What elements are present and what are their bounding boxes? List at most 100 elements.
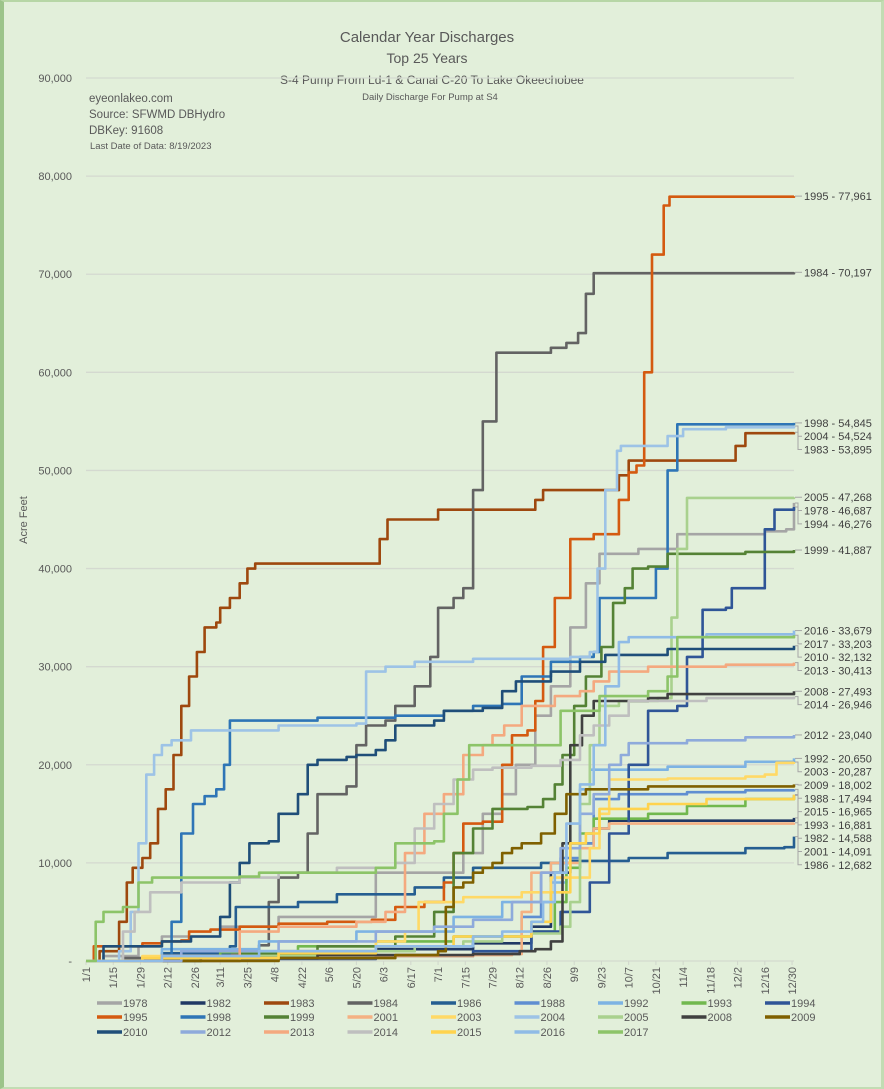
end-label-2013: 2013 - 30,413 <box>804 665 872 677</box>
legend-label-2005: 2005 <box>624 1012 648 1024</box>
legend-label-2014: 2014 <box>374 1027 398 1039</box>
x-tick-label: 12/2 <box>733 967 745 988</box>
legend-label-2016: 2016 <box>541 1027 565 1039</box>
series-line-2015 <box>86 794 796 963</box>
legend-label-2015: 2015 <box>457 1027 481 1039</box>
x-tick-label: 6/17 <box>406 967 418 988</box>
end-label-leader <box>795 425 802 437</box>
legend-label-2013: 2013 <box>290 1027 314 1039</box>
series-line-1994 <box>86 507 796 963</box>
end-label-2003: 2003 - 20,287 <box>804 767 872 779</box>
series-line-1995 <box>86 195 796 963</box>
x-tick-label: 9/9 <box>569 967 581 982</box>
x-tick-label: 12/30 <box>787 967 799 995</box>
x-axis-ticks: 1/1 1/15 1/29 2/12 2/26 3/11 3/25 4/8 4/22 5/6 5/2… <box>81 961 799 995</box>
end-label-leader <box>795 645 802 658</box>
series-line-2008 <box>86 691 796 963</box>
legend-label-1983: 1983 <box>290 998 314 1010</box>
note-dbkey: DBKey: 91608 <box>89 125 163 137</box>
y-tick-label: 90,000 <box>38 73 72 85</box>
end-label-leader <box>795 788 802 799</box>
end-label-2004: 2004 - 54,524 <box>804 431 872 443</box>
end-label-2015: 2015 - 16,965 <box>804 807 872 819</box>
series-line-2012 <box>86 735 796 963</box>
end-label-2016: 2016 - 33,679 <box>804 626 872 638</box>
x-tick-label: 7/29 <box>488 967 500 988</box>
legend-label-1994: 1994 <box>791 998 815 1010</box>
end-label-1983: 1983 - 53,895 <box>804 445 872 457</box>
end-label-leader <box>795 431 802 451</box>
end-label-1978: 1978 - 46,687 <box>804 506 872 518</box>
end-label-1993: 1993 - 16,881 <box>804 820 872 832</box>
series-line-1984 <box>86 271 796 963</box>
legend-label-1999: 1999 <box>290 1012 314 1024</box>
y-tick-label: - <box>68 956 72 968</box>
x-tick-label: 4/22 <box>297 967 309 988</box>
legend-label-1998: 1998 <box>207 1012 231 1024</box>
end-label-1992: 1992 - 20,650 <box>804 753 872 765</box>
x-tick-label: 2/26 <box>190 967 202 988</box>
legend-label-2017: 2017 <box>624 1027 648 1039</box>
x-tick-label: 11/18 <box>705 967 717 994</box>
x-tick-label: 4/8 <box>270 967 282 982</box>
y-tick-label: 50,000 <box>38 465 72 477</box>
x-tick-label: 10/21 <box>651 967 663 995</box>
end-label-2014: 2014 - 26,946 <box>804 700 872 712</box>
end-label-leader <box>795 662 802 671</box>
end-label-1988: 1988 - 17,494 <box>804 793 872 805</box>
series-line-2009 <box>86 784 796 963</box>
y-tick-label: 80,000 <box>38 171 72 183</box>
end-label-leader <box>795 506 802 525</box>
legend-label-1984: 1984 <box>374 998 398 1010</box>
legend-label-1993: 1993 <box>708 998 732 1010</box>
y-axis-label: Acre Feet <box>18 496 30 544</box>
y-tick-label: 20,000 <box>38 760 72 772</box>
end-label-2012: 2012 - 23,040 <box>804 730 872 742</box>
end-label-2010: 2010 - 32,132 <box>804 652 872 664</box>
end-label-1982: 1982 - 14,588 <box>804 833 872 845</box>
series-line-2005 <box>86 496 796 963</box>
x-tick-label: 2/12 <box>163 967 175 988</box>
legend-label-1988: 1988 <box>541 998 565 1010</box>
end-label-1995: 1995 - 77,961 <box>804 191 872 203</box>
end-label-leader <box>795 696 802 706</box>
series-line-2010 <box>86 645 796 963</box>
x-tick-label: 1/15 <box>108 967 120 988</box>
x-tick-label: 7/1 <box>433 967 445 982</box>
end-label-2001: 2001 - 14,091 <box>804 847 872 859</box>
end-label-1984: 1984 - 70,197 <box>804 267 872 279</box>
legend-label-1978: 1978 <box>123 998 147 1010</box>
y-tick-label: 30,000 <box>38 662 72 674</box>
y-tick-label: 60,000 <box>38 367 72 379</box>
series-line-1999 <box>86 550 796 963</box>
end-label-2009: 2009 - 18,002 <box>804 780 872 792</box>
end-label-2017: 2017 - 33,203 <box>804 639 872 651</box>
x-tick-label: 1/29 <box>135 967 147 988</box>
series-line-2017 <box>86 635 796 963</box>
end-label-leader <box>795 634 802 645</box>
series-line-2014 <box>86 696 796 963</box>
end-label-1998: 1998 - 54,845 <box>804 418 872 430</box>
note-last-date: Last Date of Data: 8/19/2023 <box>90 141 211 152</box>
x-tick-label: 7/15 <box>460 967 472 988</box>
y-axis-ticks: - 10,000 20,000 30,000 40,000 50,000 60,000 70,… <box>38 73 72 968</box>
legend-label-1995: 1995 <box>123 1012 147 1024</box>
end-label-2005: 2005 - 47,268 <box>804 492 872 504</box>
legend-label-1982: 1982 <box>207 998 231 1010</box>
series-lines <box>86 195 796 963</box>
chart-title: Calendar Year Discharges <box>340 29 514 46</box>
end-label-leader <box>795 783 802 786</box>
x-tick-label: 8/26 <box>542 967 554 988</box>
legend-label-2003: 2003 <box>457 1012 481 1024</box>
x-tick-label: 9/23 <box>596 967 608 988</box>
legend-label-1992: 1992 <box>624 998 648 1010</box>
y-tick-label: 40,000 <box>38 564 72 576</box>
end-label-leader <box>795 761 802 773</box>
end-label-1994: 1994 - 46,276 <box>804 519 872 531</box>
x-tick-label: 3/11 <box>215 967 227 988</box>
y-tick-label: 70,000 <box>38 269 72 281</box>
x-tick-label: 1/1 <box>81 967 93 982</box>
legend-label-2010: 2010 <box>123 1027 147 1039</box>
legend-label-2004: 2004 <box>541 1012 565 1024</box>
